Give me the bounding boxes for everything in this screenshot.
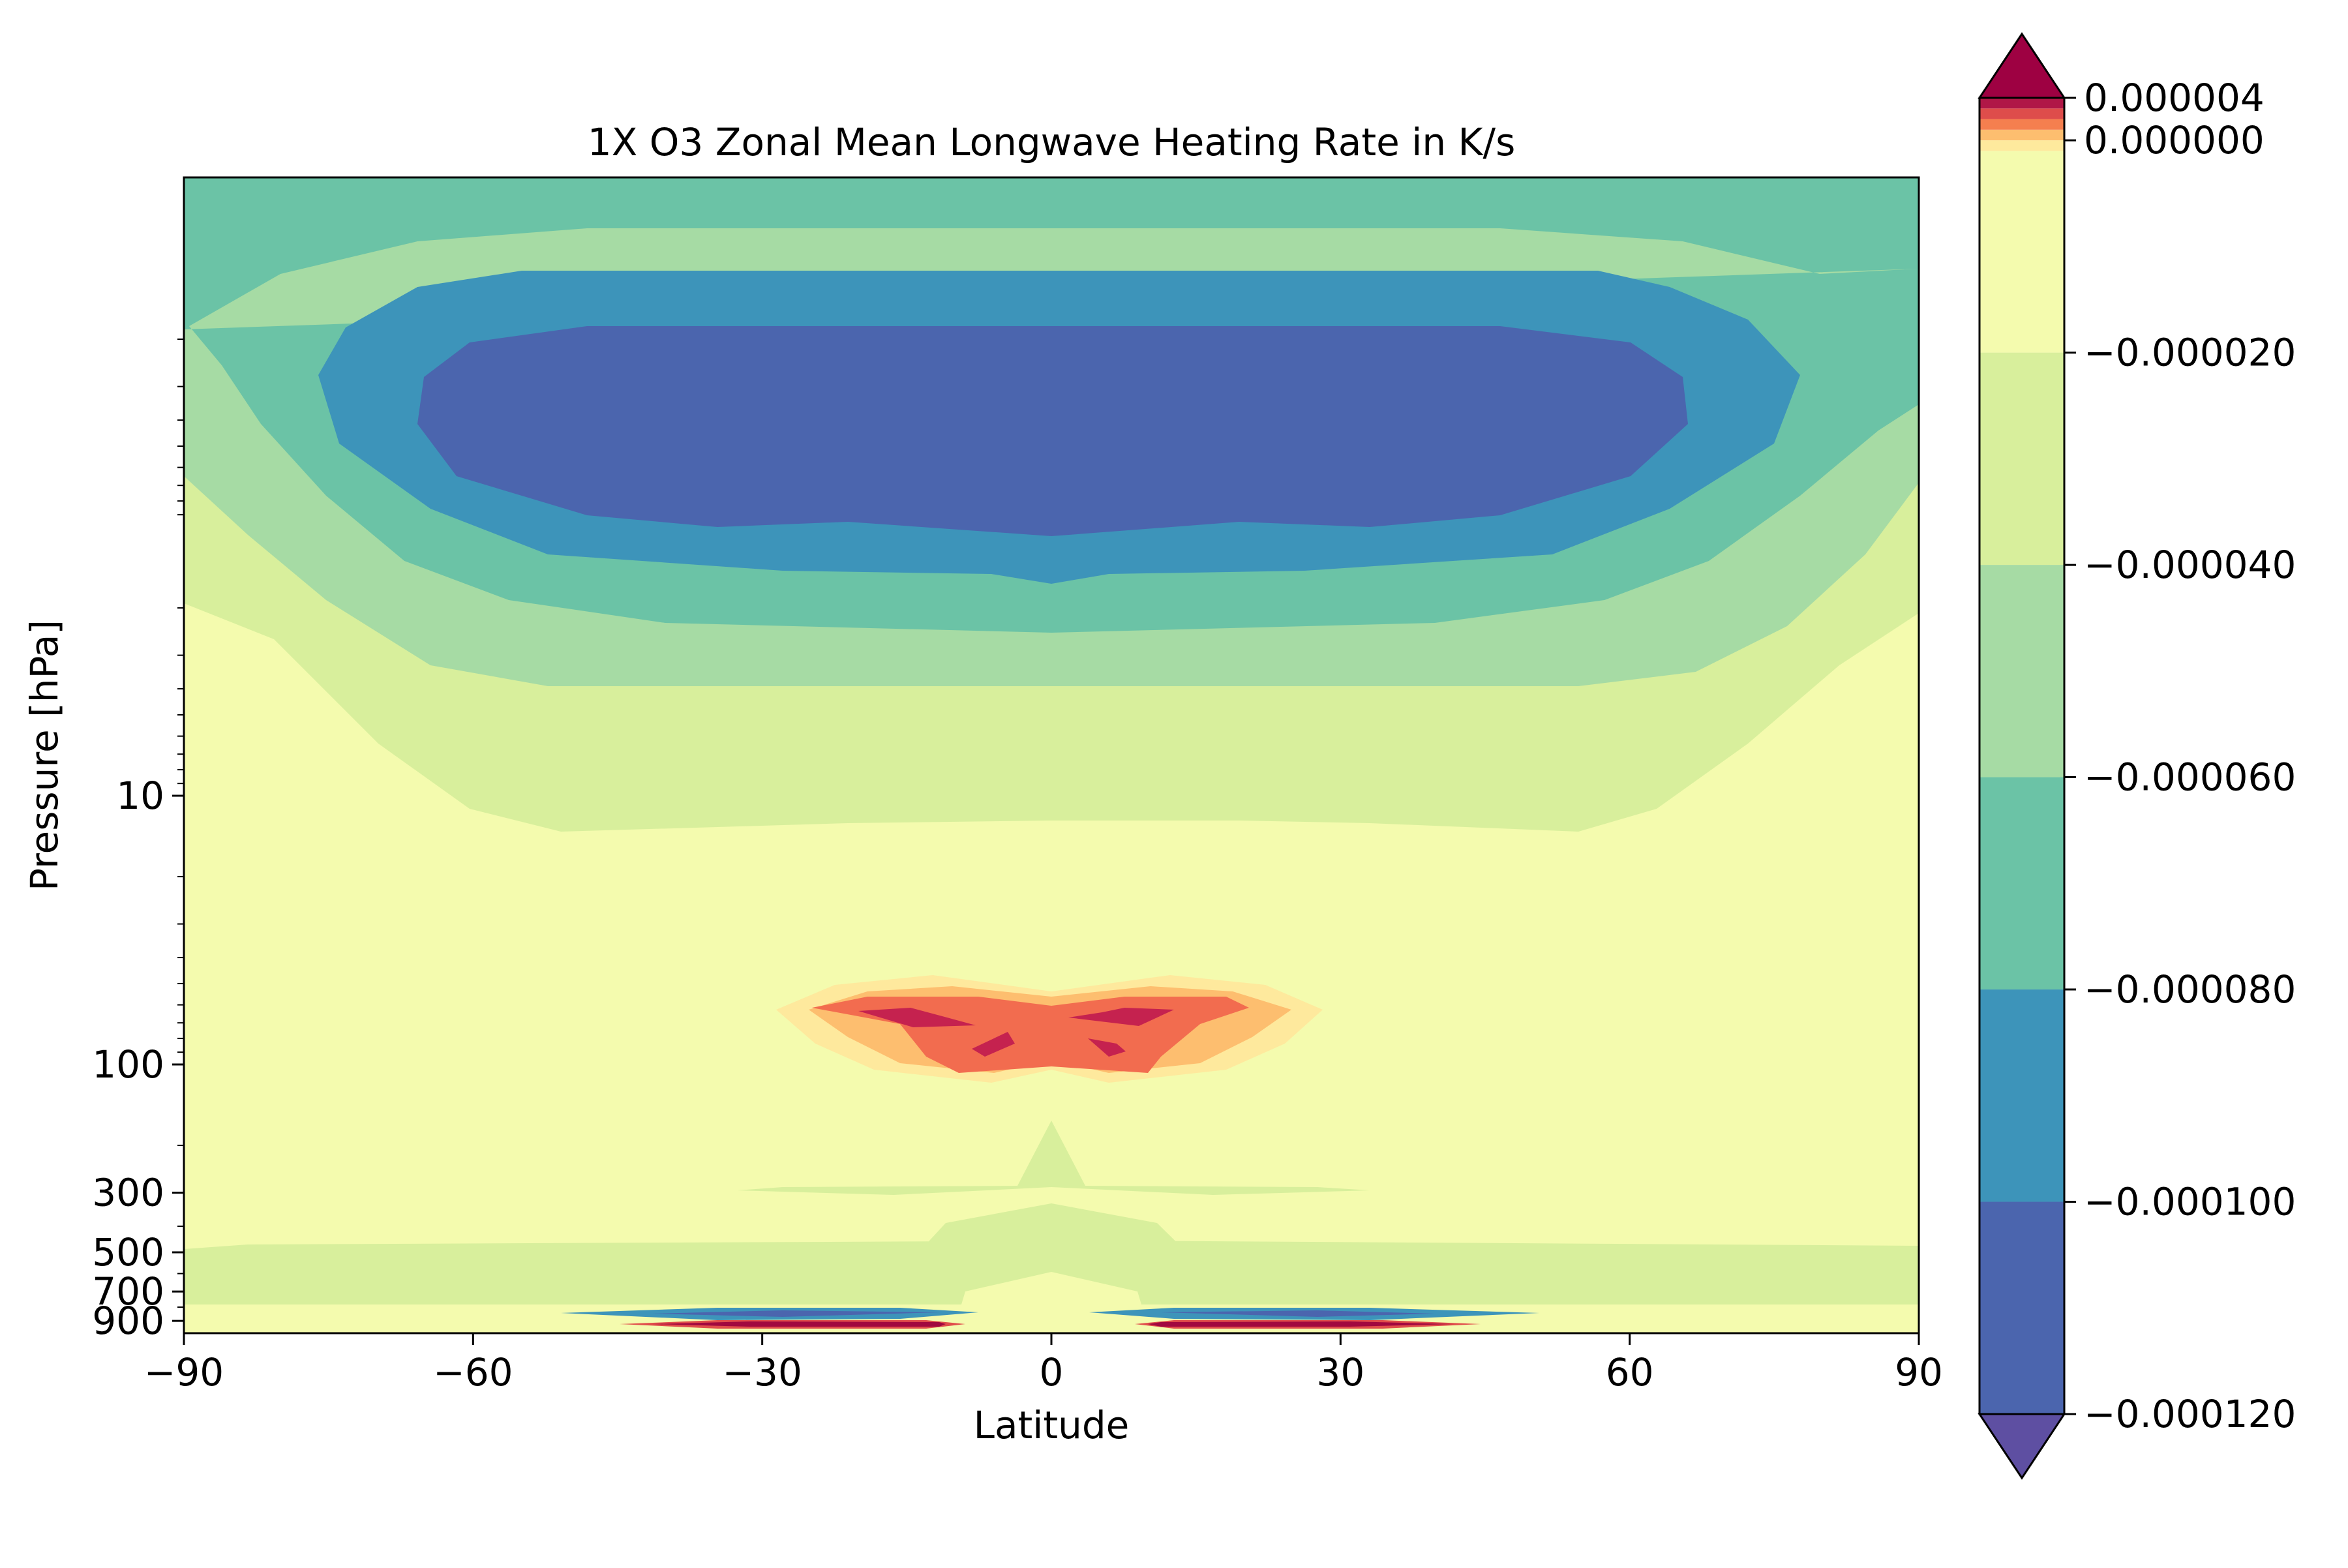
colorbar-level [1979, 140, 2064, 151]
y-tick-label: 100 [92, 1042, 164, 1087]
colorbar-tick-label: 0.000004 [2084, 76, 2265, 120]
colorbar-level [1979, 108, 2064, 119]
heating-core-dark-sw [972, 1032, 1015, 1057]
x-tick-label: −60 [433, 1350, 513, 1395]
contour-band-lower-gap [961, 1272, 1141, 1304]
colorbar-level [1979, 352, 2064, 565]
y-tick-label: 700 [92, 1269, 164, 1314]
x-axis: −90 −60 −30 0 30 60 90 [144, 1333, 1943, 1395]
chart-title: 1X O3 Zonal Mean Longwave Heating Rate i… [588, 120, 1516, 164]
colorbar-tick-label: −0.000020 [2084, 331, 2296, 375]
x-tick-label: 0 [1040, 1350, 1064, 1395]
surface-jets [561, 1308, 1539, 1329]
surface-jet-navy-west [652, 1310, 939, 1317]
colorbar-tick-label: −0.000060 [2084, 755, 2296, 800]
colorbar-extend-over [1978, 32, 2066, 99]
heating-core-dark-ne [1068, 1008, 1174, 1026]
heating-core-upper [776, 975, 1323, 1083]
x-tick-label: −30 [722, 1350, 802, 1395]
y-tick-label: 900 [92, 1299, 164, 1343]
x-tick-label: 60 [1606, 1350, 1654, 1395]
x-tick-label: −90 [144, 1350, 224, 1395]
colorbar-extend-under [1978, 1413, 2066, 1480]
colorbar-level [1979, 777, 2064, 990]
colorbar-tick-label: 0.000000 [2084, 118, 2265, 162]
contour-band-tropical-tongue [737, 1121, 1370, 1195]
surface-jet-maroon-west [652, 1321, 946, 1327]
colorbar-level [1979, 119, 2064, 130]
heating-core-dark-nw [858, 1008, 976, 1027]
colorbar-level [1979, 565, 2064, 777]
y-tick-label: 300 [92, 1171, 164, 1215]
heating-core-dark-se [1088, 1038, 1126, 1057]
colorbar-tick-label: −0.000080 [2084, 967, 2296, 1012]
colorbar-level [1979, 1201, 2064, 1414]
x-tick-label: 30 [1316, 1350, 1364, 1395]
x-tick-label: 90 [1895, 1350, 1943, 1395]
surface-jet-maroon-east [1148, 1321, 1454, 1327]
x-axis-label: Latitude [974, 1403, 1130, 1447]
colorbar-level [1979, 98, 2064, 109]
colorbar-level [1979, 151, 2064, 353]
y-tick-label: 10 [116, 774, 164, 818]
y-axis-label: Pressure [hPa] [22, 620, 67, 891]
colorbar-tick-label: −0.000120 [2084, 1392, 2296, 1436]
colorbar-tick-label: −0.000040 [2084, 543, 2296, 587]
contour-band-lower-light-green [184, 1203, 1919, 1333]
colorbar-level [1979, 989, 2064, 1202]
contour-field [184, 177, 1919, 1333]
y-tick-label: 500 [92, 1230, 164, 1274]
colorbar-tick-label: −0.000100 [2084, 1180, 2296, 1224]
colorbar-level [1979, 129, 2064, 141]
contour-band-dark-blue [417, 326, 1688, 536]
contour-band-surface [184, 1304, 1919, 1333]
colorbar-frame [1978, 97, 2066, 1415]
surface-jet-navy-east [1161, 1310, 1435, 1317]
